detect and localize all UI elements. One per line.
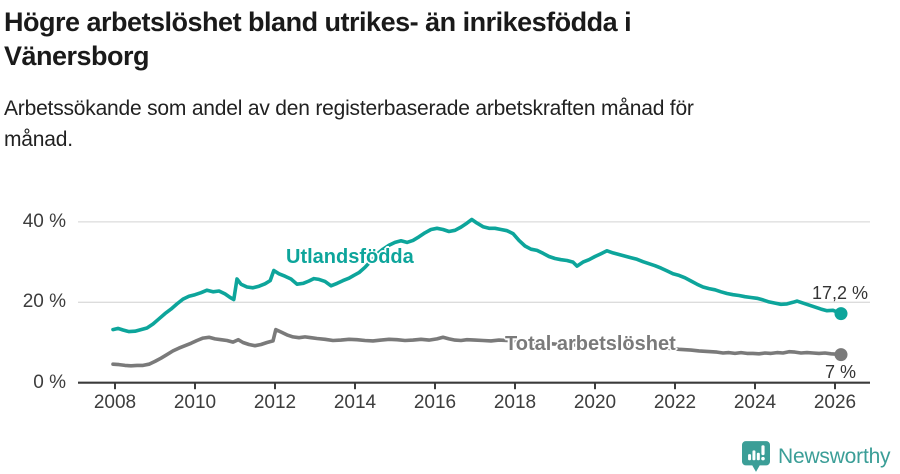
y-tick-label: 0 % bbox=[33, 371, 66, 393]
series-end-dot-0 bbox=[834, 307, 848, 321]
x-tick-label: 2026 bbox=[813, 392, 857, 413]
y-axis-labels: 0 % 20 % 40 % bbox=[0, 0, 66, 474]
series-line-1 bbox=[111, 327, 843, 368]
chart-subtitle-line-1: Arbetssökande som andel av den registerb… bbox=[4, 97, 694, 120]
x-tick-label: 2022 bbox=[653, 392, 697, 413]
x-axis-labels: 2008 2010 2012 2014 2016 2018 2020 2022 2024 2026 bbox=[0, 392, 900, 418]
newsworthy-brand: Newsworthy bbox=[742, 440, 891, 473]
x-tick-label: 2012 bbox=[253, 392, 297, 413]
x-tick-label: 2014 bbox=[333, 392, 377, 413]
x-tick-label: 2018 bbox=[493, 392, 537, 413]
chart-title-line-1: Högre arbetslöshet bland utrikes- än inr… bbox=[4, 7, 632, 37]
x-tick-label: 2010 bbox=[173, 392, 217, 413]
series-end-dot-1 bbox=[834, 348, 848, 362]
y-tick-label: 20 % bbox=[22, 291, 66, 313]
chart-title: Högre arbetslöshet bland utrikes- än inr… bbox=[4, 5, 884, 73]
series-label-total-arbetsloshet: Total arbetslöshet bbox=[505, 333, 676, 355]
series-line-0 bbox=[111, 217, 843, 334]
x-tick-label: 2008 bbox=[93, 392, 137, 413]
x-tick-label: 2024 bbox=[733, 392, 777, 413]
end-value-label-total: 7 % bbox=[824, 362, 856, 382]
series-label-utlandsfodda: Utlandsfödda bbox=[286, 246, 414, 268]
end-value-label-utlandsfodda: 17,2 % bbox=[811, 283, 868, 303]
newsworthy-brand-text: Newsworthy bbox=[778, 444, 891, 468]
y-tick-label: 40 % bbox=[22, 210, 66, 232]
chart-subtitle: Arbetssökande som andel av den registerb… bbox=[4, 93, 864, 155]
x-tick-label: 2020 bbox=[573, 392, 617, 413]
chart-title-line-2: Vänersborg bbox=[4, 41, 150, 71]
newsworthy-logo-icon bbox=[742, 441, 770, 472]
x-tick-label: 2016 bbox=[413, 392, 457, 413]
chart-subtitle-line-2: månad. bbox=[4, 128, 73, 151]
